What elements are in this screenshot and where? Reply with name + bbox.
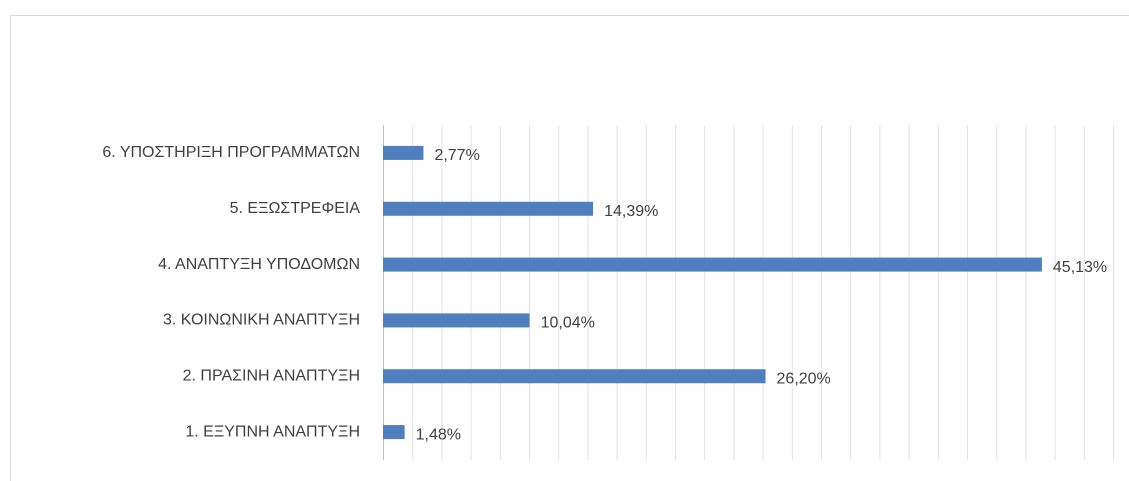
bar [383, 425, 405, 440]
data-label: 10,04% [541, 315, 595, 332]
chart-frame [10, 15, 1129, 481]
data-label: 26,20% [777, 370, 831, 387]
y-tick-label: 2. ΠΡΑΣΙΝΗ ΑΝΑΠΤΥΞΗ [183, 367, 360, 384]
bar [383, 145, 424, 160]
y-tick-label: 5. ΕΞΩΣΤΡΕΦΕΙΑ [230, 200, 361, 217]
y-tick-label: 1. ΕΞΥΠΝΗ ΑΝΑΠΤΥΞΗ [185, 423, 360, 440]
bar [383, 257, 1042, 272]
bar [383, 201, 594, 216]
data-label: 1,48% [416, 426, 461, 443]
bar [383, 313, 530, 328]
bar [383, 369, 766, 384]
data-label: 14,39% [604, 203, 658, 220]
y-tick-label: 3. ΚΟΙΝΩΝΙΚΗ ΑΝΑΠΤΥΞΗ [163, 312, 360, 329]
data-label: 45,13% [1053, 259, 1107, 276]
y-tick-label: 4. ΑΝΑΠΤΥΞΗ ΥΠΟΔΟΜΩΝ [158, 256, 360, 273]
y-tick-label: 6. ΥΠΟΣΤΗΡΙΞΗ ΠΡΟΓΡΑΜΜΑΤΩΝ [102, 144, 360, 161]
data-label: 2,77% [434, 147, 479, 164]
